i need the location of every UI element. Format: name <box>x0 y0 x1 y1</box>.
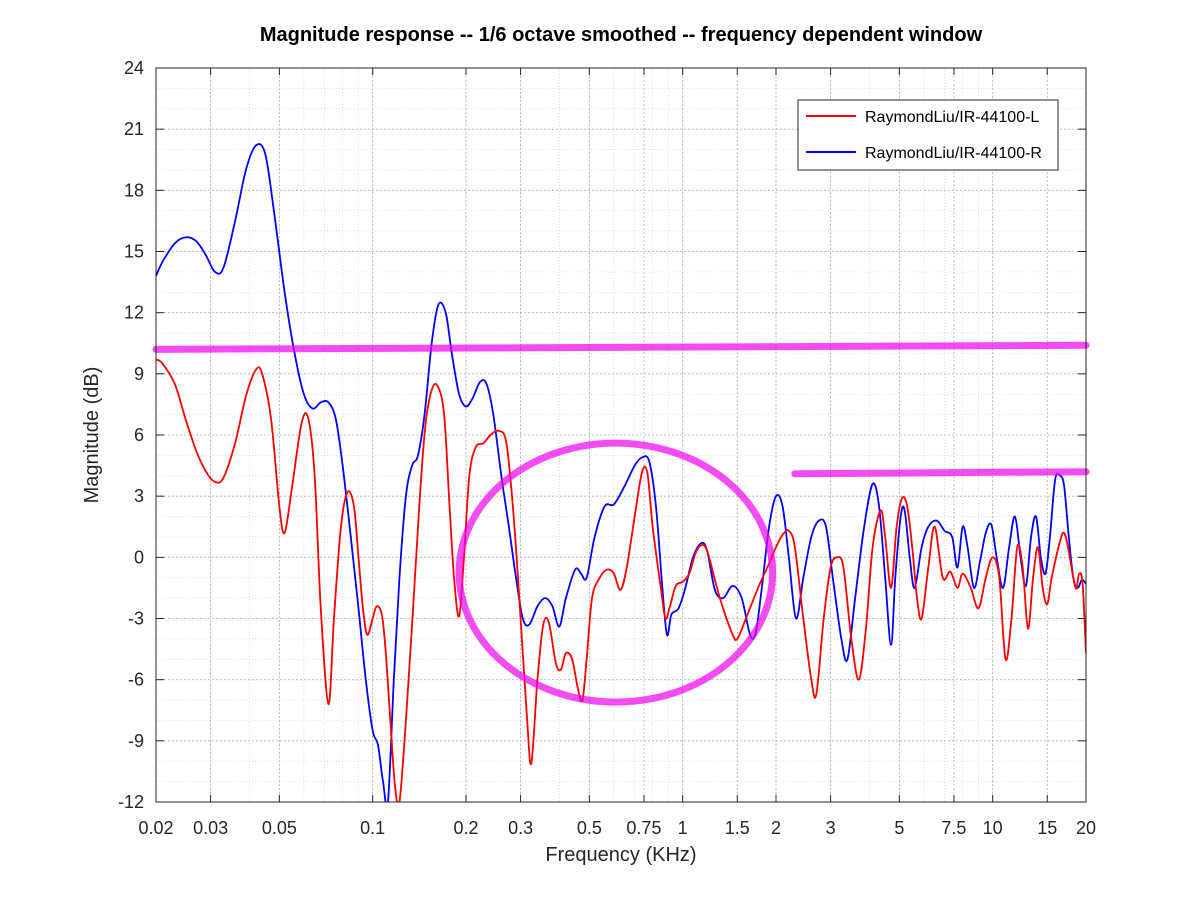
highlight-stroke <box>152 341 1090 353</box>
highlight-ellipse <box>455 439 777 706</box>
series-line-right <box>156 143 1086 802</box>
y-tick-label: 18 <box>124 180 144 200</box>
legend-box <box>797 99 1059 171</box>
tick-marks <box>155 67 1087 803</box>
series-layer <box>156 143 1086 802</box>
y-tick-label: 24 <box>124 58 144 78</box>
series-line-left <box>156 358 1086 802</box>
x-tick-label: 7.5 <box>941 818 966 838</box>
x-tick-label: 0.1 <box>360 818 385 838</box>
y-tick-label: -6 <box>128 670 144 690</box>
y-tick-label: 6 <box>134 425 144 445</box>
x-tick-label: 0.05 <box>262 818 297 838</box>
y-tick-label: 9 <box>134 364 144 384</box>
legend: RaymondLiu/IR-44100-L RaymondLiu/IR-4410… <box>797 99 1059 171</box>
x-tick-label: 0.02 <box>138 818 173 838</box>
x-tick-label: 2 <box>771 818 781 838</box>
x-tick-labels: 0.02 0.03 0.05 0.1 0.2 0.3 0.5 0.75 1 1.5 2 3 5 7.5 10… <box>138 818 1096 838</box>
y-tick-label: 0 <box>134 547 144 567</box>
chart-title: Magnitude response -- 1/6 octave smoothe… <box>260 24 983 46</box>
legend-entry-left: RaymondLiu/IR-44100-L <box>865 109 1039 126</box>
x-tick-label: 20 <box>1076 818 1096 838</box>
x-tick-label: 0.5 <box>577 818 602 838</box>
x-tick-label: 15 <box>1037 818 1057 838</box>
x-tick-label: 0.2 <box>453 818 478 838</box>
x-axis-label: Frequency (KHz) <box>545 844 696 866</box>
x-tick-label: 0.75 <box>626 818 661 838</box>
legend-entry-right: RaymondLiu/IR-44100-R <box>865 145 1042 162</box>
y-tick-label: -9 <box>128 731 144 751</box>
x-tick-label: 1 <box>678 818 688 838</box>
x-tick-label: 10 <box>983 818 1003 838</box>
annotation-layer <box>152 341 1090 706</box>
x-tick-label: 0.03 <box>193 818 228 838</box>
y-tick-label: -12 <box>118 792 144 812</box>
x-tick-label: 0.3 <box>508 818 533 838</box>
y-axis-label: Magnitude (dB) <box>81 367 103 504</box>
y-tick-labels: 24 21 18 15 12 9 6 3 0 -3 -6 -9 -12 <box>118 58 144 812</box>
y-tick-label: 3 <box>134 486 144 506</box>
x-tick-label: 1.5 <box>725 818 750 838</box>
y-tick-label: 12 <box>124 303 144 323</box>
x-tick-label: 5 <box>894 818 904 838</box>
y-tick-label: -3 <box>128 609 144 629</box>
y-tick-label: 21 <box>124 119 144 139</box>
highlight-stroke <box>791 468 1090 478</box>
x-tick-label: 3 <box>826 818 836 838</box>
y-tick-label: 15 <box>124 242 144 262</box>
